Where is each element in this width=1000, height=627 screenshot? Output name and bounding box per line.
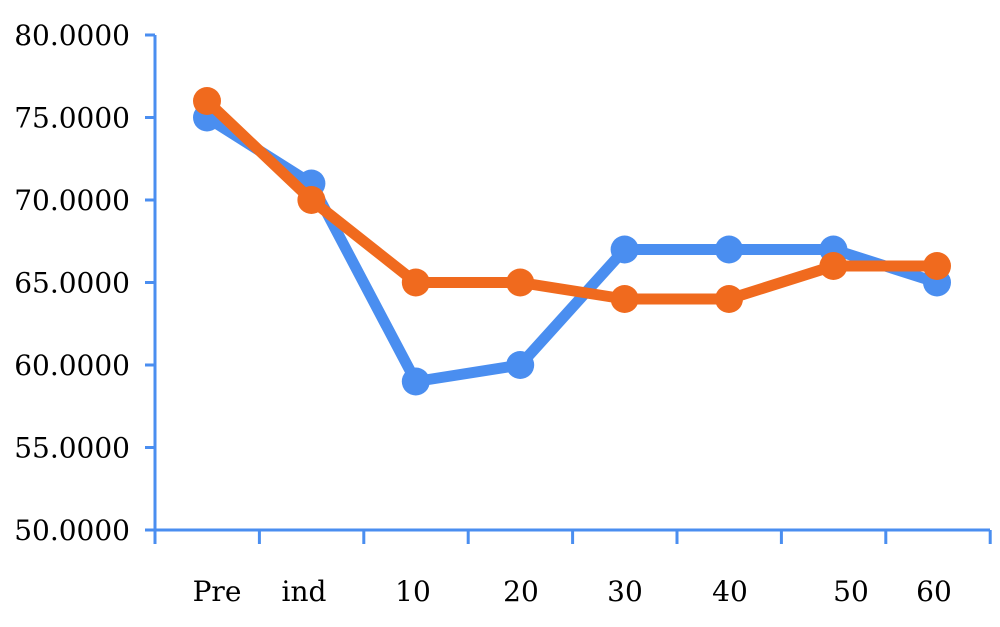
y-tick-label: 65.0000: [14, 267, 130, 300]
series-layer: [193, 87, 951, 396]
x-tick-label: 50: [833, 575, 869, 608]
data-point: [715, 235, 743, 264]
data-point: [923, 252, 951, 280]
x-tick-label: 40: [712, 575, 748, 608]
data-point: [610, 235, 639, 264]
x-tick-label: 10: [395, 575, 431, 608]
y-tick-label: 50.0000: [14, 514, 130, 547]
x-tick-label: 30: [607, 575, 643, 608]
series-line: [201, 95, 943, 305]
y-tick-label: 80.0000: [14, 19, 130, 52]
y-tick-label: 75.0000: [14, 102, 130, 135]
series-1: [193, 103, 951, 396]
series-2: [193, 87, 951, 313]
data-point: [506, 268, 535, 297]
y-tick-label: 55.0000: [14, 432, 130, 465]
data-point: [401, 367, 430, 396]
x-axis: Pre ind 10 20 30 40 50 60: [153, 528, 992, 608]
x-tick-label: 20: [503, 575, 539, 608]
data-point: [297, 186, 326, 214]
y-axis: 50.0000 55.0000 60.0000 65.0000 70.0000 75.00…: [14, 19, 157, 547]
x-tick-label: 60: [916, 575, 952, 608]
data-point: [819, 252, 848, 280]
data-point: [610, 285, 639, 313]
x-tick-label: ind: [282, 575, 327, 608]
data-point: [401, 268, 430, 297]
data-point: [715, 285, 743, 313]
data-point: [506, 351, 535, 379]
y-tick-label: 60.0000: [14, 349, 130, 382]
y-tick-label: 70.0000: [14, 184, 130, 217]
data-point: [193, 87, 221, 115]
x-tick-label: Pre: [193, 575, 242, 608]
